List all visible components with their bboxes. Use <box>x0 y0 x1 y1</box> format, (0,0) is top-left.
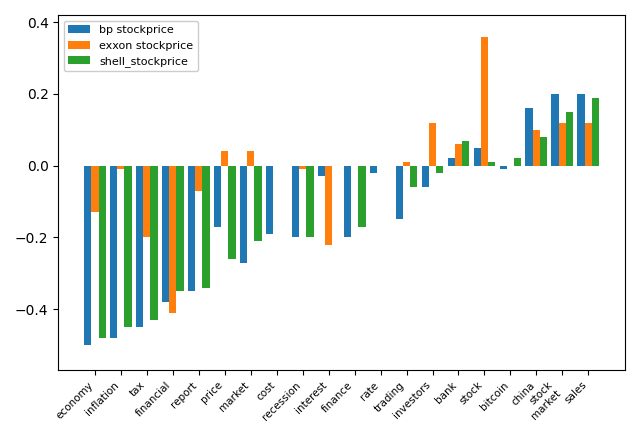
Bar <box>429 123 436 166</box>
Bar <box>299 166 307 169</box>
Bar <box>317 166 325 177</box>
Bar <box>577 94 585 166</box>
Bar <box>474 148 481 166</box>
Bar <box>150 166 157 320</box>
Bar <box>410 166 417 187</box>
Bar <box>422 166 429 187</box>
Bar <box>499 166 507 169</box>
Bar <box>136 166 143 327</box>
Bar <box>92 166 99 212</box>
Bar <box>525 108 532 166</box>
Bar <box>188 166 195 291</box>
Bar <box>177 166 184 291</box>
Bar <box>266 166 273 234</box>
Bar <box>447 159 455 166</box>
Bar <box>396 166 403 219</box>
Bar <box>462 141 469 166</box>
Bar <box>370 166 377 173</box>
Bar <box>532 130 540 166</box>
Bar <box>325 166 332 245</box>
Bar <box>214 166 221 227</box>
Bar <box>202 166 210 288</box>
Bar <box>228 166 236 259</box>
Bar <box>358 166 365 227</box>
Bar <box>559 123 566 166</box>
Bar <box>592 97 599 166</box>
Bar <box>307 166 314 237</box>
Bar <box>247 151 254 166</box>
Bar <box>169 166 177 313</box>
Bar <box>110 166 117 338</box>
Bar <box>566 112 573 166</box>
Bar <box>488 162 495 166</box>
Bar <box>254 166 262 241</box>
Bar <box>221 151 228 166</box>
Bar <box>552 94 559 166</box>
Bar <box>143 166 150 237</box>
Bar <box>540 137 547 166</box>
Bar <box>195 166 202 191</box>
Bar <box>514 159 522 166</box>
Bar <box>585 123 592 166</box>
Bar <box>117 166 125 169</box>
Bar <box>240 166 247 263</box>
Bar <box>344 166 351 237</box>
Bar <box>99 166 106 338</box>
Bar <box>481 37 488 166</box>
Bar <box>455 144 462 166</box>
Bar <box>84 166 92 345</box>
Bar <box>436 166 444 173</box>
Bar <box>125 166 132 327</box>
Bar <box>403 162 410 166</box>
Bar <box>292 166 299 237</box>
Legend: bp stockprice, exxon stockprice, shell_stockprice: bp stockprice, exxon stockprice, shell_s… <box>64 21 198 72</box>
Bar <box>162 166 169 302</box>
